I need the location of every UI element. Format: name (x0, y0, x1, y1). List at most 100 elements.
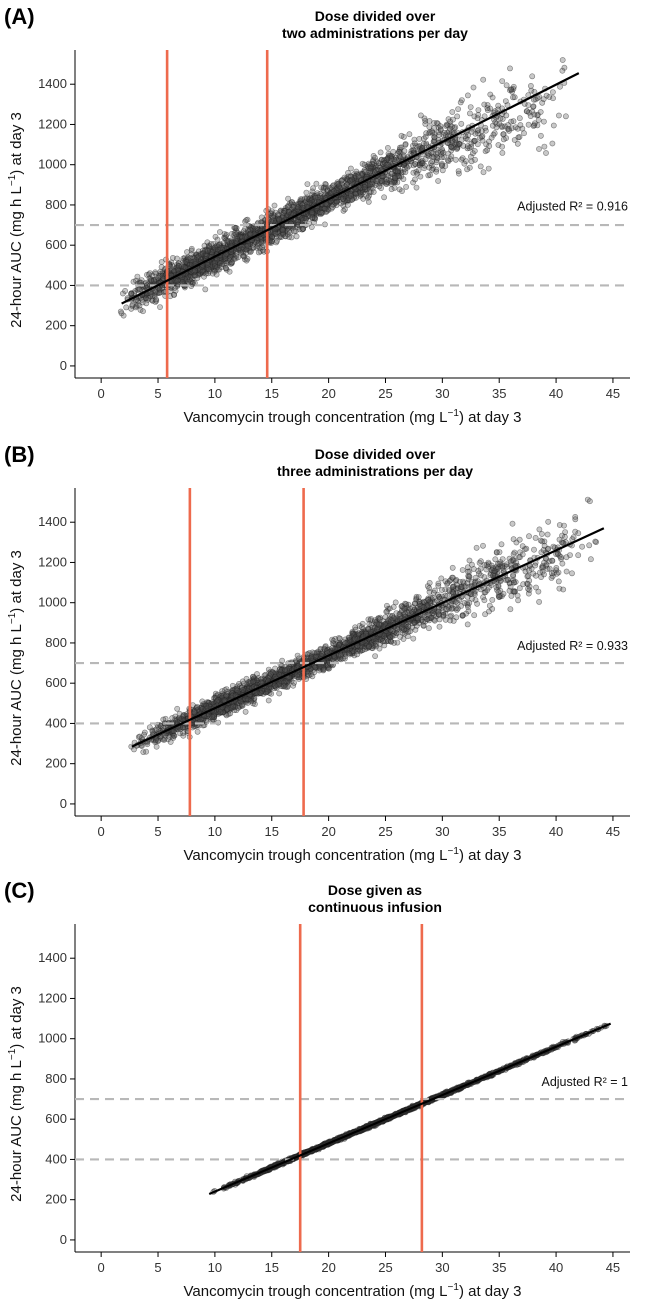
data-point (413, 184, 420, 191)
regression-line (121, 72, 580, 305)
y-tick-label: 0 (60, 358, 67, 373)
data-point (365, 160, 372, 167)
data-point (158, 264, 165, 270)
data-point (259, 244, 266, 250)
data-point (223, 231, 230, 238)
y-tick-label: 800 (45, 635, 67, 650)
data-point (563, 568, 570, 575)
y-tick-label: 1000 (38, 595, 67, 610)
data-point (533, 584, 539, 591)
data-point (507, 558, 514, 565)
x-tick-label: 5 (154, 824, 161, 839)
data-point (477, 163, 484, 170)
data-point (255, 239, 262, 246)
data-point (476, 559, 483, 566)
data-point (304, 181, 311, 187)
data-point (452, 156, 459, 163)
data-point (409, 142, 416, 149)
data-point (575, 552, 582, 559)
data-point (365, 198, 372, 205)
y-axis-label-sup: −1 (7, 174, 18, 186)
data-point (472, 156, 478, 163)
data-point (545, 518, 552, 525)
data-point (468, 591, 474, 597)
x-axis-label-sup: −1 (448, 408, 460, 419)
data-point (504, 576, 511, 583)
data-point (549, 140, 556, 147)
data-point (417, 173, 424, 180)
data-point (536, 146, 542, 152)
data-point (425, 150, 432, 157)
data-point (529, 73, 536, 80)
data-point (466, 557, 473, 564)
data-point (247, 249, 254, 255)
x-tick-label: 25 (378, 824, 392, 839)
data-point (427, 171, 433, 178)
data-point (538, 574, 544, 580)
data-point (445, 150, 452, 157)
data-point (151, 293, 158, 299)
data-point (372, 154, 378, 161)
data-point (143, 748, 149, 755)
y-tick-label: 1000 (38, 157, 67, 172)
data-point (426, 118, 433, 124)
data-point (446, 128, 453, 134)
data-point (188, 247, 195, 254)
data-point (455, 106, 461, 112)
data-point (247, 231, 253, 238)
data-point (412, 176, 418, 183)
data-point (363, 193, 370, 199)
x-tick-label: 35 (492, 386, 506, 401)
y-tick-label: 400 (45, 715, 67, 730)
data-point (541, 143, 548, 150)
data-point (171, 291, 177, 298)
data-point (531, 546, 537, 553)
data-point (216, 229, 223, 235)
data-point (498, 123, 505, 129)
data-point (559, 67, 566, 74)
data-point (538, 132, 544, 139)
data-point (459, 567, 466, 573)
data-point (157, 304, 163, 310)
x-axis-label-part: ) at day 3 (459, 409, 522, 426)
data-point (242, 225, 248, 232)
data-point (468, 578, 475, 585)
data-point (546, 94, 553, 100)
data-point (276, 216, 282, 222)
data-point (525, 102, 532, 108)
data-point (457, 99, 464, 106)
data-point (449, 574, 456, 581)
data-point (519, 543, 526, 550)
data-point (444, 580, 450, 587)
y-tick-label: 800 (45, 197, 67, 212)
data-point (293, 233, 300, 240)
data-point (510, 94, 516, 101)
data-point (572, 516, 579, 523)
data-point (174, 705, 181, 712)
data-point (449, 564, 456, 571)
data-point (416, 135, 423, 142)
r-squared-annotation: Adjusted R² = 0.916 (517, 199, 628, 213)
data-point (464, 166, 470, 173)
y-tick-label: 1400 (38, 514, 67, 529)
data-point (370, 189, 377, 195)
y-axis-label: 24-hour AUC (mg h L−1) at day 3 (7, 112, 25, 328)
data-point (528, 87, 535, 94)
data-point (516, 115, 523, 122)
data-point (517, 554, 523, 561)
data-point (455, 170, 462, 177)
data-point (467, 104, 474, 110)
data-point (180, 255, 187, 262)
data-point (345, 197, 352, 203)
data-point (313, 180, 320, 187)
data-point (245, 242, 251, 249)
data-point (512, 579, 519, 585)
data-point (318, 210, 325, 216)
data-point (511, 137, 518, 143)
data-point (471, 612, 478, 619)
data-point (481, 597, 488, 604)
data-point (526, 533, 532, 540)
data-point (516, 134, 523, 140)
